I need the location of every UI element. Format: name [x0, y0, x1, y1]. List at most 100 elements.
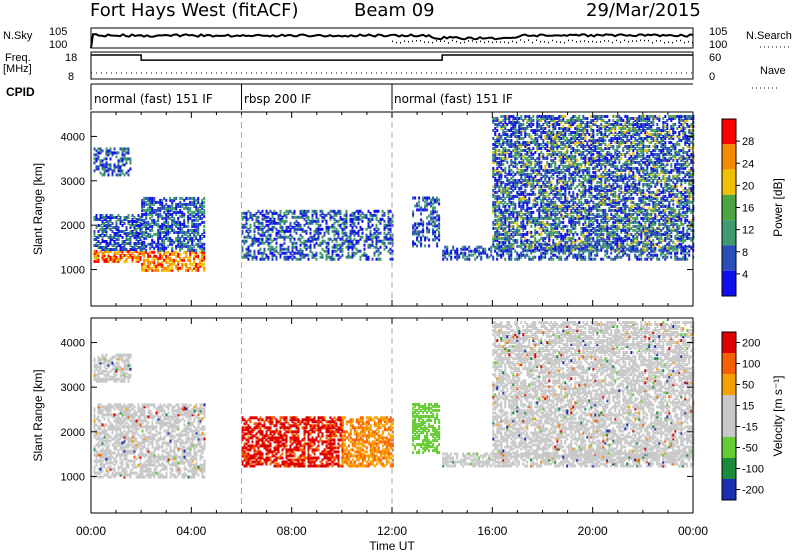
power-cell [522, 170, 525, 174]
power-cell [313, 233, 316, 237]
power-cell [562, 180, 565, 184]
power-cell [568, 192, 571, 196]
power-cell [572, 218, 575, 222]
power-cell [566, 230, 569, 234]
power-cell [590, 182, 593, 186]
power-cell [117, 249, 120, 253]
freq-label: Freq. [5, 52, 31, 64]
power-cell [546, 137, 549, 140]
power-cell [137, 226, 140, 229]
power-cell [536, 230, 539, 234]
power-cell [173, 198, 176, 202]
power-cell [153, 250, 156, 254]
power-cell [514, 151, 517, 154]
power-cell [600, 152, 603, 156]
power-cell [528, 125, 531, 128]
power-cell [544, 216, 547, 220]
power-cell [590, 129, 593, 132]
power-cell [602, 226, 605, 230]
power-cell [604, 194, 607, 198]
power-cell [119, 159, 122, 163]
power-cell [315, 215, 318, 219]
power-cell [582, 141, 585, 144]
power-cell [257, 219, 260, 223]
power-cell [171, 220, 174, 224]
power-cell [193, 214, 196, 218]
power-cell [143, 202, 146, 206]
power-cell [201, 198, 204, 202]
power-cell [432, 198, 435, 202]
power-cell [510, 168, 513, 172]
power-cell [267, 211, 270, 215]
power-cell [426, 196, 429, 200]
power-cell [285, 227, 288, 231]
power-cell [518, 143, 521, 146]
power-cell [179, 242, 182, 246]
power-cell [502, 129, 505, 132]
power-cell [287, 229, 290, 233]
power-cell [494, 246, 497, 250]
power-cell [161, 254, 164, 258]
power-cell [133, 255, 136, 259]
power-cell [432, 196, 435, 200]
power-cell [283, 231, 286, 235]
power-cell [598, 200, 601, 204]
power-cell [321, 227, 324, 231]
power-cell [155, 242, 158, 246]
power-cell [494, 119, 497, 122]
power-cell [572, 172, 575, 176]
power-cell [566, 121, 569, 124]
power-cell [105, 153, 108, 157]
power-cell [560, 200, 563, 204]
power-cell [574, 158, 577, 162]
power-cell [592, 212, 595, 216]
power-cell [524, 242, 527, 246]
power-cell [506, 182, 509, 186]
power-cell [115, 228, 118, 231]
power-cell [512, 178, 515, 182]
power-cell [183, 220, 186, 224]
power-cell [161, 242, 164, 246]
power-cell [167, 220, 170, 224]
power-cell [113, 163, 116, 167]
power-cell [375, 215, 378, 219]
power-cell [193, 218, 196, 222]
power-cell [478, 249, 481, 253]
power-cell [526, 174, 529, 178]
power-cell [135, 218, 138, 221]
power-cell [163, 222, 166, 226]
power-cell [183, 218, 186, 222]
power-cell [518, 232, 521, 236]
power-cell [526, 147, 529, 150]
power-cell [311, 217, 314, 221]
power-cell [546, 251, 549, 255]
power-cell [540, 222, 543, 226]
power-cell [582, 208, 585, 212]
power-cell [522, 247, 525, 251]
power-cell [363, 247, 366, 251]
power-cell [568, 220, 571, 224]
power-cell [446, 251, 449, 255]
power-cell [570, 214, 573, 218]
power-cell [570, 131, 573, 134]
power-cell [546, 228, 549, 232]
power-cell [428, 228, 431, 232]
power-cell [498, 170, 501, 174]
power-cell [574, 238, 577, 242]
power-cell [590, 236, 593, 240]
power-cell [544, 182, 547, 186]
power-cell [315, 221, 318, 225]
power-cell [504, 204, 507, 208]
power-cell [544, 255, 547, 259]
power-cell [496, 222, 499, 226]
power-cell [590, 176, 593, 180]
power-cell [580, 184, 583, 188]
power-cell [133, 220, 136, 223]
power-cell [197, 212, 200, 216]
power-cell [472, 253, 475, 257]
power-cell [600, 119, 603, 122]
power-cell [582, 240, 585, 244]
power-cell [508, 182, 511, 186]
power-cell [526, 184, 529, 188]
power-cell [568, 228, 571, 232]
